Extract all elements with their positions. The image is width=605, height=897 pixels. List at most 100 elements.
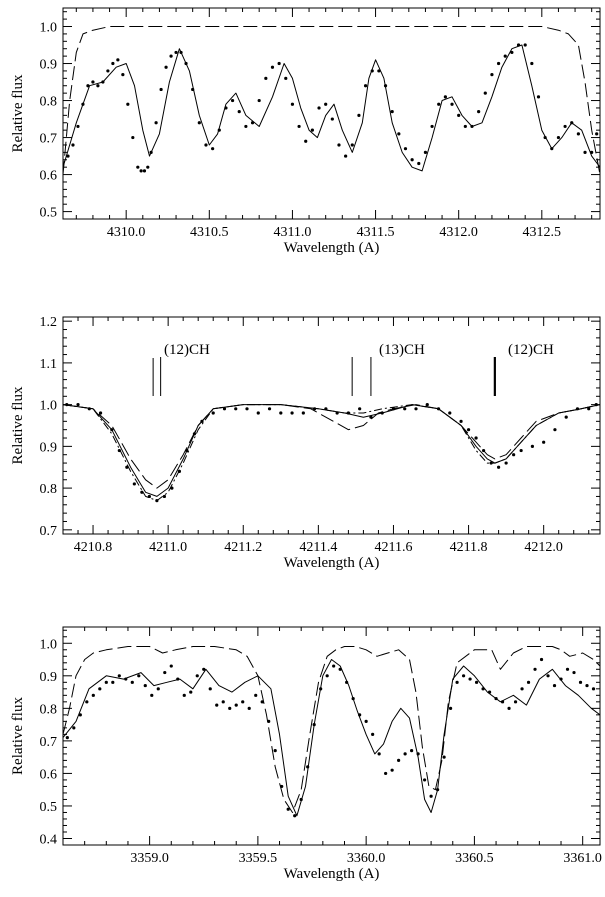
x-tick-label: 3361.0 xyxy=(563,851,602,866)
data-point xyxy=(563,124,567,129)
data-point xyxy=(542,440,546,444)
data-point xyxy=(234,407,238,411)
data-point xyxy=(583,150,587,154)
data-point xyxy=(284,76,288,80)
data-point xyxy=(530,61,534,66)
data-point xyxy=(65,736,69,740)
data-point xyxy=(442,755,446,759)
x-tick-label: 4210.8 xyxy=(74,540,113,555)
x-tick-label: 4211.2 xyxy=(224,540,262,555)
data-point xyxy=(234,703,238,707)
data-point xyxy=(364,719,368,723)
data-point xyxy=(286,807,290,811)
data-point xyxy=(71,143,75,147)
data-point xyxy=(591,687,596,691)
y-tick-label: 0.8 xyxy=(40,95,58,110)
data-point xyxy=(66,154,70,158)
data-point xyxy=(520,687,524,691)
data-point xyxy=(264,76,268,80)
data-point xyxy=(257,98,261,103)
y-tick-label: 1.0 xyxy=(40,637,58,652)
data-point xyxy=(512,453,516,457)
y-tick-label: 0.9 xyxy=(40,670,58,685)
model-line-solid xyxy=(63,404,600,497)
series-group xyxy=(63,646,600,818)
data-point xyxy=(111,61,115,66)
data-point xyxy=(290,102,295,106)
data-point xyxy=(121,73,125,77)
series-group xyxy=(63,26,600,175)
data-point xyxy=(468,677,472,681)
data-point xyxy=(150,693,154,697)
x-axis-label: Wavelength (A) xyxy=(284,555,380,571)
x-tick-label: 4212.0 xyxy=(524,540,563,555)
model-line-dashed xyxy=(63,404,600,489)
data-point xyxy=(384,771,388,776)
x-tick-label: 4310.0 xyxy=(107,225,146,240)
y-tick-label: 1.0 xyxy=(40,21,58,36)
data-point xyxy=(455,680,459,684)
data-point xyxy=(202,667,206,671)
data-point xyxy=(230,98,235,103)
x-tick-label: 4311.0 xyxy=(273,225,311,240)
y-tick-label: 1.0 xyxy=(40,399,58,414)
model-line-dashed xyxy=(63,646,600,813)
data-point xyxy=(98,687,102,691)
x-axis-label: Wavelength (A) xyxy=(284,240,380,256)
data-point xyxy=(324,102,328,106)
data-point xyxy=(448,411,452,415)
x-tick-label: 4211.4 xyxy=(299,540,337,555)
y-tick-label: 0.7 xyxy=(40,524,58,539)
data-point xyxy=(273,749,277,753)
data-point xyxy=(403,147,408,151)
data-point xyxy=(483,91,487,95)
data-point xyxy=(130,680,134,684)
x-tick-label: 3359.5 xyxy=(239,851,278,866)
data-point xyxy=(211,147,215,151)
data-point xyxy=(310,128,314,132)
data-point xyxy=(556,135,561,140)
x-tick-label: 4211.6 xyxy=(374,540,412,555)
data-point xyxy=(344,154,348,158)
data-point xyxy=(117,674,121,678)
data-point xyxy=(277,61,281,66)
data-point xyxy=(513,700,518,704)
data-point xyxy=(390,768,394,772)
data-point xyxy=(136,165,140,169)
model-line-dashdot xyxy=(63,404,600,502)
data-point xyxy=(104,680,108,684)
data-point xyxy=(96,84,100,88)
data-point xyxy=(78,713,82,717)
data-point xyxy=(182,693,186,697)
data-point xyxy=(553,428,557,432)
data-point xyxy=(539,657,544,662)
data-point xyxy=(86,84,90,88)
data-point xyxy=(189,690,193,694)
data-point xyxy=(523,43,527,47)
data-point xyxy=(423,778,427,782)
data-point xyxy=(146,165,150,169)
data-point xyxy=(142,169,147,173)
annotation-label: (12)CH xyxy=(164,342,210,358)
data-point xyxy=(526,680,531,684)
data-point xyxy=(410,158,414,162)
data-point xyxy=(197,121,201,125)
data-point xyxy=(585,683,589,688)
data-point xyxy=(85,700,89,704)
data-point xyxy=(244,124,248,129)
data-point xyxy=(461,674,466,678)
data-point xyxy=(91,693,95,697)
data-point xyxy=(357,113,361,117)
y-tick-label: 0.6 xyxy=(40,767,58,782)
data-point xyxy=(221,700,225,704)
data-point xyxy=(162,494,166,499)
data-point xyxy=(228,706,232,710)
plot-frame xyxy=(62,626,601,846)
data-point xyxy=(279,411,283,415)
data-point xyxy=(397,758,401,763)
x-tick-label: 4312.5 xyxy=(523,225,562,240)
data-point xyxy=(256,411,260,415)
data-point xyxy=(317,106,321,110)
annotation-label: (13)CH xyxy=(379,342,425,358)
